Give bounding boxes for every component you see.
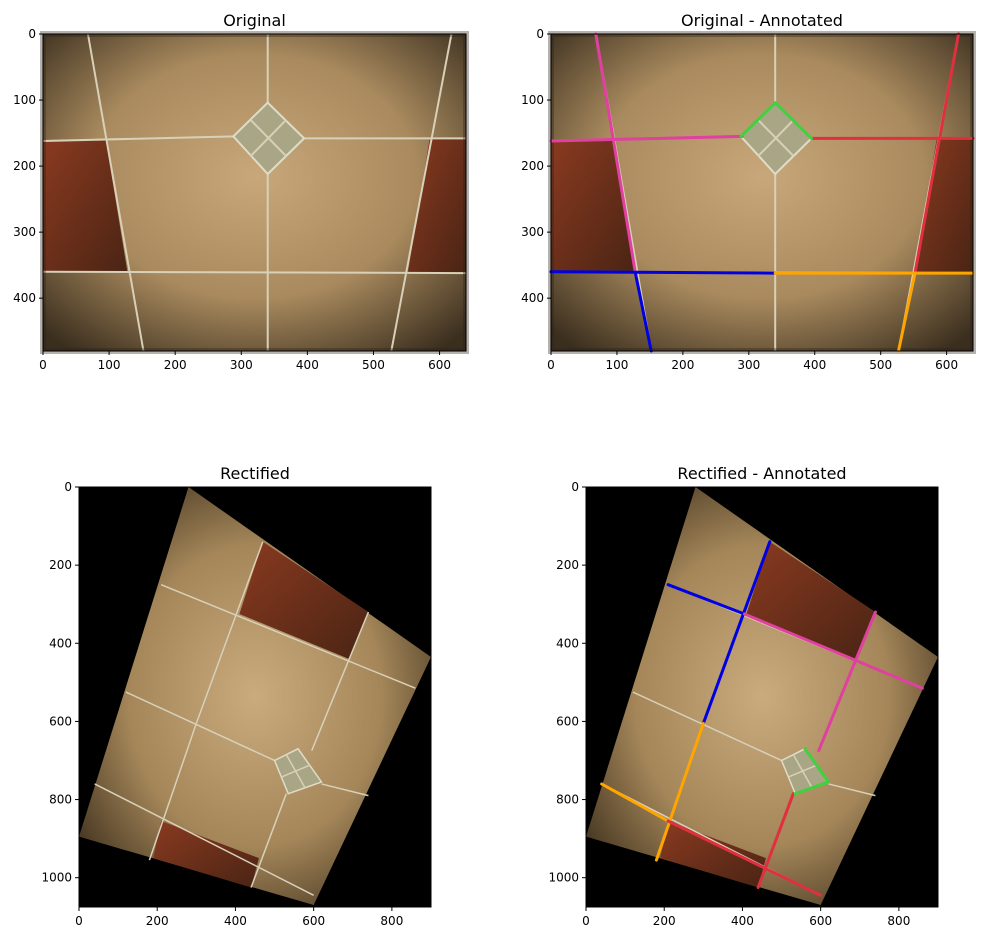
panel-title: Rectified xyxy=(220,464,290,483)
y-tick-label: 200 xyxy=(556,558,579,572)
y-tick-label: 200 xyxy=(13,159,36,173)
annotation-line xyxy=(633,271,653,353)
x-tick-label: 100 xyxy=(98,358,121,372)
x-tick-label: 800 xyxy=(380,914,403,928)
x-tick-label: 100 xyxy=(605,358,628,372)
panel-title: Rectified - Annotated xyxy=(677,464,846,483)
y-tick-label: 600 xyxy=(49,714,72,728)
x-tick-label: 600 xyxy=(809,914,832,928)
y-tick-label: 300 xyxy=(521,225,544,239)
y-tick-label: 1000 xyxy=(548,871,579,885)
x-tick-label: 500 xyxy=(362,358,385,372)
y-tick-label: 400 xyxy=(49,636,72,650)
y-tick-label: 200 xyxy=(49,558,72,572)
panel-3: Rectified 0 200 400 600 800 0 200 400 600 800 1000 xyxy=(41,464,432,928)
panel-title: Original xyxy=(223,11,286,30)
y-tick-label: 1000 xyxy=(41,871,72,885)
annotation-line xyxy=(666,583,746,616)
x-tick-label: 300 xyxy=(737,358,760,372)
y-tick-label: 800 xyxy=(556,793,579,807)
x-tick-label: 200 xyxy=(671,358,694,372)
x-tick-label: 0 xyxy=(39,358,47,372)
panel-4: Rectified - Annotated 0 200 400 600 800 0 200 40… xyxy=(548,464,939,928)
annotation-line xyxy=(913,32,960,275)
annotation-line xyxy=(817,610,877,753)
annotation-line xyxy=(594,32,637,275)
x-tick-label: 400 xyxy=(296,358,319,372)
y-tick-label: 300 xyxy=(13,225,36,239)
x-tick-label: 200 xyxy=(653,914,676,928)
annotation-line xyxy=(756,792,795,889)
annotation-line xyxy=(742,612,924,690)
x-tick-label: 600 xyxy=(935,358,958,372)
annotation-line xyxy=(793,747,830,796)
axes-frame xyxy=(42,33,467,352)
x-tick-label: 300 xyxy=(230,358,253,372)
panel-1: Original 0 100 200 300 400 500 600 0 100 200 300 400 xyxy=(13,11,469,372)
x-tick-label: 500 xyxy=(869,358,892,372)
annotation-line xyxy=(666,819,823,897)
y-tick-label: 100 xyxy=(13,93,36,107)
image-area xyxy=(40,31,469,354)
y-tick-label: 100 xyxy=(521,93,544,107)
x-tick-label: 400 xyxy=(224,914,247,928)
x-tick-label: 400 xyxy=(803,358,826,372)
x-tick-label: 200 xyxy=(146,914,169,928)
image-area xyxy=(79,487,431,907)
annotation-line xyxy=(549,134,744,143)
x-tick-label: 400 xyxy=(731,914,754,928)
y-tick-label: 800 xyxy=(49,793,72,807)
axes-frame xyxy=(550,33,974,352)
annotation-line xyxy=(701,540,772,725)
y-tick-label: 0 xyxy=(536,27,544,41)
y-tick-label: 400 xyxy=(556,636,579,650)
y-tick-label: 600 xyxy=(556,714,579,728)
x-tick-label: 0 xyxy=(582,914,590,928)
x-tick-label: 800 xyxy=(887,914,910,928)
annotation-line xyxy=(549,270,777,275)
x-tick-label: 600 xyxy=(302,914,325,928)
x-tick-label: 200 xyxy=(164,358,187,372)
x-tick-label: 0 xyxy=(547,358,555,372)
annotation-line xyxy=(739,101,813,140)
annotation-line xyxy=(896,271,917,353)
y-tick-label: 400 xyxy=(13,291,36,305)
panel-2: Original - Annotated 0 100 200 300 400 500 600 0… xyxy=(521,11,976,372)
axes-frame xyxy=(78,486,432,908)
x-tick-label: 600 xyxy=(428,358,451,372)
y-tick-label: 0 xyxy=(28,27,36,41)
annotation-line xyxy=(654,721,705,862)
image-area xyxy=(586,487,938,907)
y-tick-label: 0 xyxy=(64,480,72,494)
axes-frame xyxy=(585,486,939,908)
y-tick-label: 200 xyxy=(521,159,544,173)
panel-title: Original - Annotated xyxy=(681,11,843,30)
annotation-line xyxy=(600,782,670,823)
y-tick-label: 0 xyxy=(571,480,579,494)
x-tick-label: 0 xyxy=(75,914,83,928)
y-tick-label: 400 xyxy=(521,291,544,305)
